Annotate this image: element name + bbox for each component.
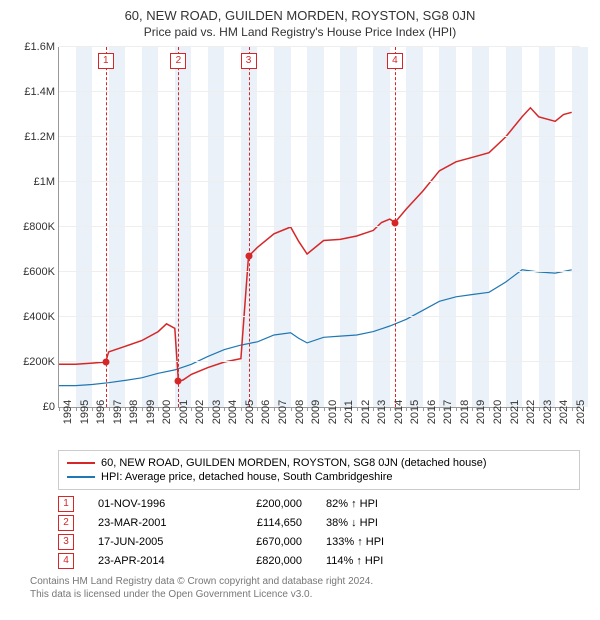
y-axis-label: £400K — [23, 311, 55, 323]
transaction-date: 17-JUN-2005 — [98, 536, 198, 548]
y-axis-label: £1M — [34, 176, 55, 188]
y-axis-label: £200K — [23, 356, 55, 368]
x-axis-label: 2012 — [360, 400, 372, 424]
chart-title: 60, NEW ROAD, GUILDEN MORDEN, ROYSTON, S… — [10, 8, 590, 23]
x-axis-label: 2006 — [260, 400, 272, 424]
y-axis-label: £1.4M — [24, 86, 55, 98]
legend-swatch — [67, 476, 95, 478]
x-axis-label: 2022 — [525, 400, 537, 424]
x-axis-label: 2020 — [492, 400, 504, 424]
y-axis-label: £0 — [43, 401, 55, 413]
transaction-marker: 1 — [58, 496, 74, 512]
chart-container: 60, NEW ROAD, GUILDEN MORDEN, ROYSTON, S… — [0, 0, 600, 611]
x-axis-labels: 1994199519961997199819992000200120022003… — [58, 408, 580, 444]
y-axis-label: £1.2M — [24, 131, 55, 143]
transaction-price: £670,000 — [222, 536, 302, 548]
x-axis-label: 2004 — [227, 400, 239, 424]
x-axis-label: 2002 — [194, 400, 206, 424]
legend-label: HPI: Average price, detached house, Sout… — [101, 471, 392, 483]
x-axis-label: 2011 — [343, 400, 355, 424]
transaction-marker: 3 — [58, 534, 74, 550]
marker-label: 1 — [98, 53, 114, 69]
transaction-price: £114,650 — [222, 517, 302, 529]
transaction-marker: 2 — [58, 515, 74, 531]
x-axis-label: 2013 — [376, 400, 388, 424]
x-axis-label: 1997 — [112, 400, 124, 424]
x-axis-label: 1994 — [62, 400, 74, 424]
transaction-pct: 38% ↓ HPI — [326, 517, 436, 529]
transaction-row: 4 23-APR-2014 £820,000 114% ↑ HPI — [58, 553, 580, 569]
x-axis-label: 1995 — [79, 400, 91, 424]
transaction-marker: 4 — [58, 553, 74, 569]
x-axis-label: 2023 — [542, 400, 554, 424]
x-axis-label: 1996 — [95, 400, 107, 424]
transaction-pct: 82% ↑ HPI — [326, 498, 436, 510]
x-axis-label: 2009 — [310, 400, 322, 424]
plot-area: £0£200K£400K£600K£800K£1M£1.2M£1.4M£1.6M… — [58, 47, 580, 408]
chart-lines — [59, 47, 580, 407]
transaction-price: £820,000 — [222, 555, 302, 567]
x-axis-label: 2005 — [244, 400, 256, 424]
transaction-price: £200,000 — [222, 498, 302, 510]
transaction-pct: 133% ↑ HPI — [326, 536, 436, 548]
x-axis-label: 2017 — [442, 400, 454, 424]
x-axis-label: 2019 — [475, 400, 487, 424]
x-axis-label: 2010 — [327, 400, 339, 424]
x-axis-label: 1999 — [145, 400, 157, 424]
x-axis-label: 2000 — [161, 400, 173, 424]
legend-item: HPI: Average price, detached house, Sout… — [67, 471, 571, 483]
x-axis-label: 2024 — [558, 400, 570, 424]
x-axis-label: 2001 — [178, 400, 190, 424]
chart-subtitle: Price paid vs. HM Land Registry's House … — [10, 25, 590, 39]
x-axis-label: 2003 — [211, 400, 223, 424]
series-hpi — [59, 270, 572, 386]
y-axis-label: £800K — [23, 221, 55, 233]
x-axis-label: 2016 — [426, 400, 438, 424]
marker-label: 4 — [387, 53, 403, 69]
transaction-row: 2 23-MAR-2001 £114,650 38% ↓ HPI — [58, 515, 580, 531]
x-axis-label: 2007 — [277, 400, 289, 424]
footer-line: This data is licensed under the Open Gov… — [30, 588, 580, 601]
x-axis-label: 2008 — [294, 400, 306, 424]
transaction-date: 23-APR-2014 — [98, 555, 198, 567]
x-axis-label: 2014 — [393, 400, 405, 424]
x-axis-label: 2021 — [509, 400, 521, 424]
transactions-table: 1 01-NOV-1996 £200,000 82% ↑ HPI 2 23-MAR-200… — [58, 496, 580, 569]
transaction-date: 23-MAR-2001 — [98, 517, 198, 529]
x-axis-label: 2018 — [459, 400, 471, 424]
transaction-row: 1 01-NOV-1996 £200,000 82% ↑ HPI — [58, 496, 580, 512]
x-axis-label: 2015 — [409, 400, 421, 424]
footer: Contains HM Land Registry data © Crown c… — [30, 575, 580, 601]
legend-label: 60, NEW ROAD, GUILDEN MORDEN, ROYSTON, S… — [101, 457, 487, 469]
x-axis-label: 1998 — [128, 400, 140, 424]
legend-item: 60, NEW ROAD, GUILDEN MORDEN, ROYSTON, S… — [67, 457, 571, 469]
transaction-date: 01-NOV-1996 — [98, 498, 198, 510]
marker-label: 3 — [241, 53, 257, 69]
marker-label: 2 — [170, 53, 186, 69]
y-axis-label: £600K — [23, 266, 55, 278]
y-axis-label: £1.6M — [24, 41, 55, 53]
x-axis-label: 2025 — [575, 400, 587, 424]
legend: 60, NEW ROAD, GUILDEN MORDEN, ROYSTON, S… — [58, 450, 580, 490]
legend-swatch — [67, 462, 95, 464]
transaction-pct: 114% ↑ HPI — [326, 555, 436, 567]
footer-line: Contains HM Land Registry data © Crown c… — [30, 575, 580, 588]
transaction-row: 3 17-JUN-2005 £670,000 133% ↑ HPI — [58, 534, 580, 550]
